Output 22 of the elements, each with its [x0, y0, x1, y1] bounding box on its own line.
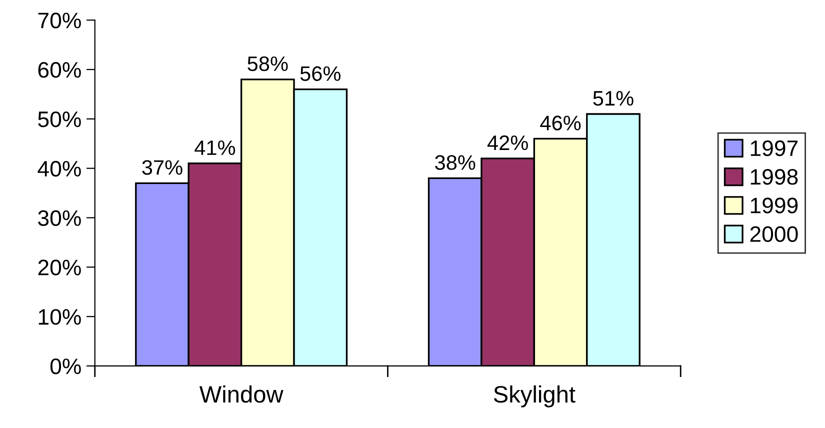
legend-label: 1999 — [750, 198, 798, 214]
text: 42% — [487, 135, 528, 150]
text: 38% — [435, 155, 476, 170]
text: 51% — [593, 91, 634, 106]
text: 37% — [142, 160, 182, 175]
y-tick-label: 20% — [38, 260, 81, 276]
y-tick-label: 70% — [38, 12, 81, 28]
legend-label: 2000 — [750, 226, 798, 242]
y-tick-label: 50% — [38, 111, 81, 128]
y-tick-label: 30% — [38, 210, 81, 226]
text: 56% — [300, 66, 340, 81]
y-tick-label: 10% — [38, 309, 81, 325]
x-tick-label: Window — [199, 385, 284, 403]
x-tick-label: Skylight — [494, 385, 576, 408]
legend-label: 1997 — [750, 140, 798, 156]
text: 58% — [248, 56, 288, 72]
legend-label: 1998 — [750, 169, 798, 185]
text: 46% — [540, 116, 581, 130]
y-tick-label: 0% — [50, 358, 81, 374]
text: 41% — [194, 140, 236, 156]
y-tick-label: 60% — [38, 62, 81, 78]
y-tick-label: 40% — [38, 160, 81, 177]
